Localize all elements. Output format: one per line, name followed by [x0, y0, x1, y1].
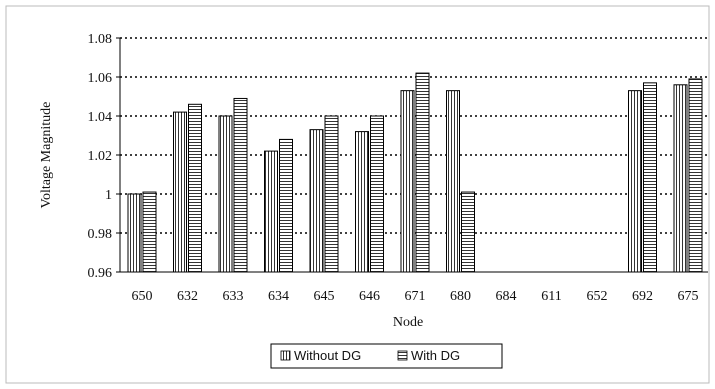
bar-with-dg — [233, 97, 248, 273]
x-tick-labels: 650 632 633 634 645 646 671 680 684 611 652 692 675 — [132, 289, 699, 304]
y-tick-label: 0.98 — [88, 227, 113, 242]
x-tick-label: 671 — [405, 289, 426, 304]
bar-without-dg — [355, 131, 369, 273]
y-tick-label: 1.02 — [88, 149, 113, 164]
legend-label-without-dg: Without DG — [294, 348, 361, 363]
bar-with-dg — [461, 191, 475, 273]
x-tick-label: 680 — [450, 289, 471, 304]
x-tick-label: 632 — [177, 289, 198, 304]
bar-without-dg — [446, 90, 460, 273]
y-tick-labels: 0.96 0.98 1 1.02 1.04 1.06 1.08 — [88, 32, 120, 281]
y-axis-title: Voltage Magnitude — [39, 102, 54, 209]
bar-without-dg — [173, 111, 187, 273]
gridlines — [120, 37, 708, 234]
x-tick-label: 645 — [314, 289, 335, 304]
bar-with-dg — [415, 72, 430, 273]
legend-swatch-with-dg — [397, 350, 408, 361]
x-axis-title: Node — [393, 315, 423, 330]
y-tick-label: 1.04 — [88, 110, 113, 125]
y-tick-label: 1 — [105, 188, 112, 203]
bar-without-dg — [218, 115, 233, 273]
bar-with-dg — [279, 138, 293, 273]
y-tick-label: 1.06 — [88, 71, 113, 86]
bar-without-dg — [628, 90, 642, 273]
x-tick-label: 692 — [632, 289, 653, 304]
legend-label-with-dg: With DG — [411, 348, 460, 363]
bar-without-dg — [400, 90, 415, 273]
x-tick-label: 652 — [587, 289, 608, 304]
x-tick-label: 650 — [132, 289, 153, 304]
bar-with-dg — [688, 78, 703, 273]
bar-without-dg — [264, 150, 278, 273]
bars — [127, 72, 703, 273]
legend: Without DG With DG — [270, 343, 503, 369]
bar-with-dg — [643, 82, 657, 273]
x-tick-label: 646 — [359, 289, 380, 304]
x-tick-label: 611 — [541, 289, 561, 304]
bar-with-dg — [142, 191, 157, 273]
bar-with-dg — [370, 115, 384, 273]
x-tick-label: 684 — [496, 289, 517, 304]
legend-box — [270, 343, 503, 369]
bar-without-dg — [309, 129, 324, 273]
legend-swatch-without-dg — [280, 350, 291, 361]
y-tick-label: 0.96 — [88, 266, 113, 281]
x-tick-label: 633 — [223, 289, 244, 304]
x-tick-label: 675 — [678, 289, 699, 304]
bar-without-dg — [673, 84, 688, 273]
x-tick-label: 634 — [268, 289, 289, 304]
bar-with-dg — [188, 103, 202, 273]
y-tick-label: 1.08 — [88, 32, 113, 47]
bar-without-dg — [127, 193, 142, 273]
chart-frame — [5, 5, 710, 384]
bar-with-dg — [324, 115, 339, 273]
